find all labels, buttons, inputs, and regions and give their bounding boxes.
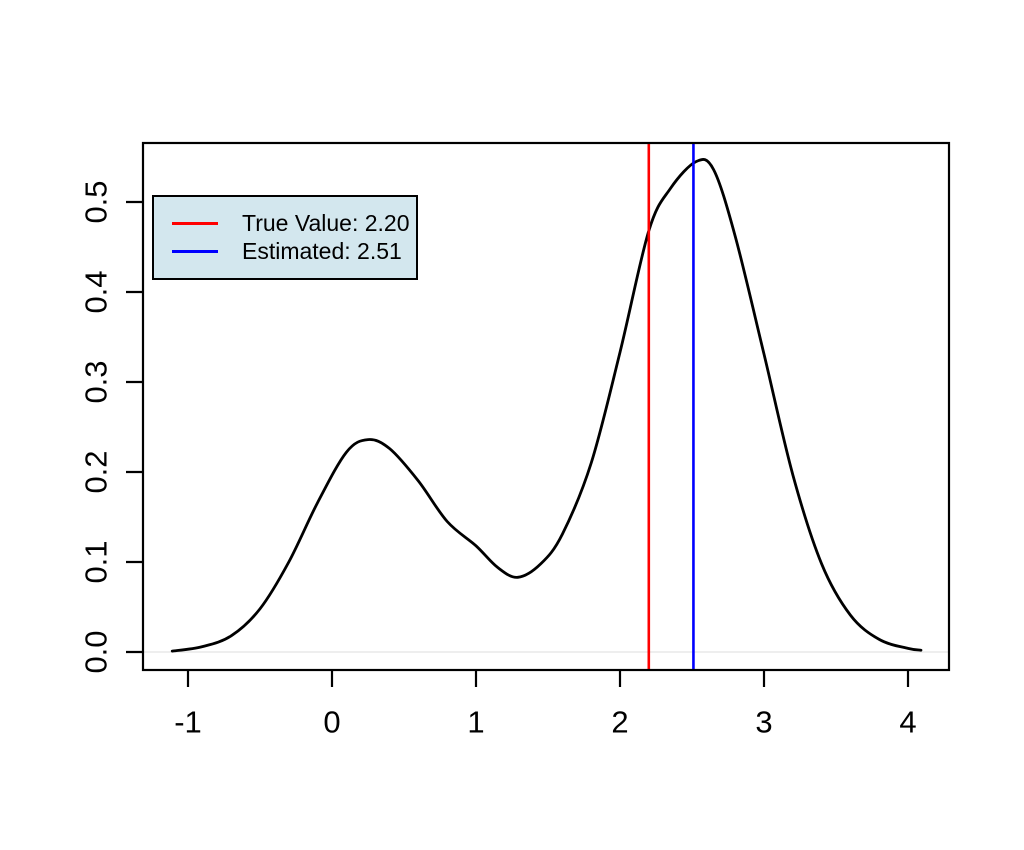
legend-label-true-value: True Value: 2.20 [242, 209, 410, 236]
x-tick-label-3: 3 [755, 704, 773, 740]
y-tick-label-0.4: 0.4 [78, 270, 114, 314]
y-tick-label-0.0: 0.0 [78, 630, 114, 674]
y-tick-label-0.3: 0.3 [78, 360, 114, 404]
x-tick-label-4: 4 [899, 704, 917, 740]
legend-label-estimated: Estimated: 2.51 [242, 237, 402, 264]
legend-row-estimated: Estimated: 2.51 [154, 237, 416, 265]
x-tick-label-1: 1 [467, 704, 485, 740]
legend-line-true-value [172, 221, 218, 225]
x-tick-label--1: -1 [174, 704, 202, 740]
legend-row-true-value: True Value: 2.20 [154, 209, 416, 237]
x-tick-label-2: 2 [611, 704, 629, 740]
y-tick-label-0.2: 0.2 [78, 450, 114, 494]
density-curve [170, 158, 923, 653]
y-tick-label-0.5: 0.5 [78, 180, 114, 224]
y-tick-label-0.1: 0.1 [78, 540, 114, 584]
legend: True Value: 2.20 Estimated: 2.51 [152, 195, 418, 280]
legend-line-estimated [172, 249, 218, 253]
plot-box [141, 141, 951, 672]
x-tick-label-0: 0 [323, 704, 341, 740]
